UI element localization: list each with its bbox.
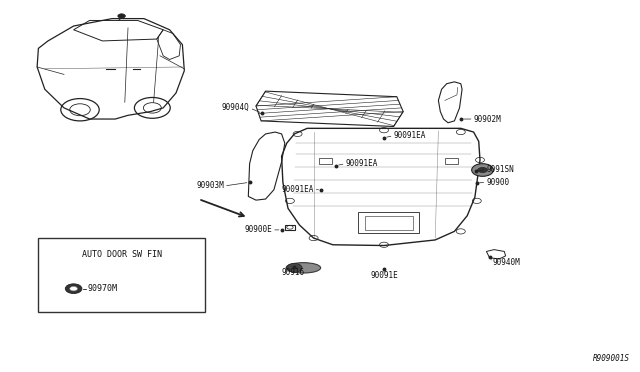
Text: 90091EA: 90091EA	[346, 159, 378, 168]
Circle shape	[287, 263, 302, 272]
Circle shape	[70, 286, 77, 291]
Text: 90900: 90900	[486, 178, 509, 187]
Text: 90940M: 90940M	[493, 258, 520, 267]
Bar	[285, 225, 295, 230]
Circle shape	[472, 164, 493, 176]
Bar	[319, 158, 332, 164]
Circle shape	[65, 284, 82, 294]
Text: 90904Q: 90904Q	[222, 103, 250, 112]
Circle shape	[477, 167, 488, 173]
Text: 90091EA: 90091EA	[281, 185, 314, 194]
Text: 90091E: 90091E	[370, 271, 398, 280]
FancyBboxPatch shape	[38, 238, 205, 312]
Text: 9091SN: 9091SN	[486, 165, 514, 174]
Circle shape	[118, 14, 125, 18]
Text: 90091EA: 90091EA	[394, 131, 426, 140]
Text: R909001S: R909001S	[593, 354, 630, 363]
Bar	[445, 158, 458, 164]
Text: 90970M: 90970M	[88, 284, 118, 293]
Text: 90916: 90916	[282, 268, 305, 277]
Text: 90903M: 90903M	[196, 182, 224, 190]
Ellipse shape	[286, 263, 321, 273]
Text: 90900E: 90900E	[244, 225, 272, 234]
Bar	[358, 212, 419, 232]
Text: AUTO DOOR SW FIN: AUTO DOOR SW FIN	[82, 250, 161, 259]
Bar	[365, 216, 413, 230]
Text: 90902M: 90902M	[474, 115, 501, 124]
